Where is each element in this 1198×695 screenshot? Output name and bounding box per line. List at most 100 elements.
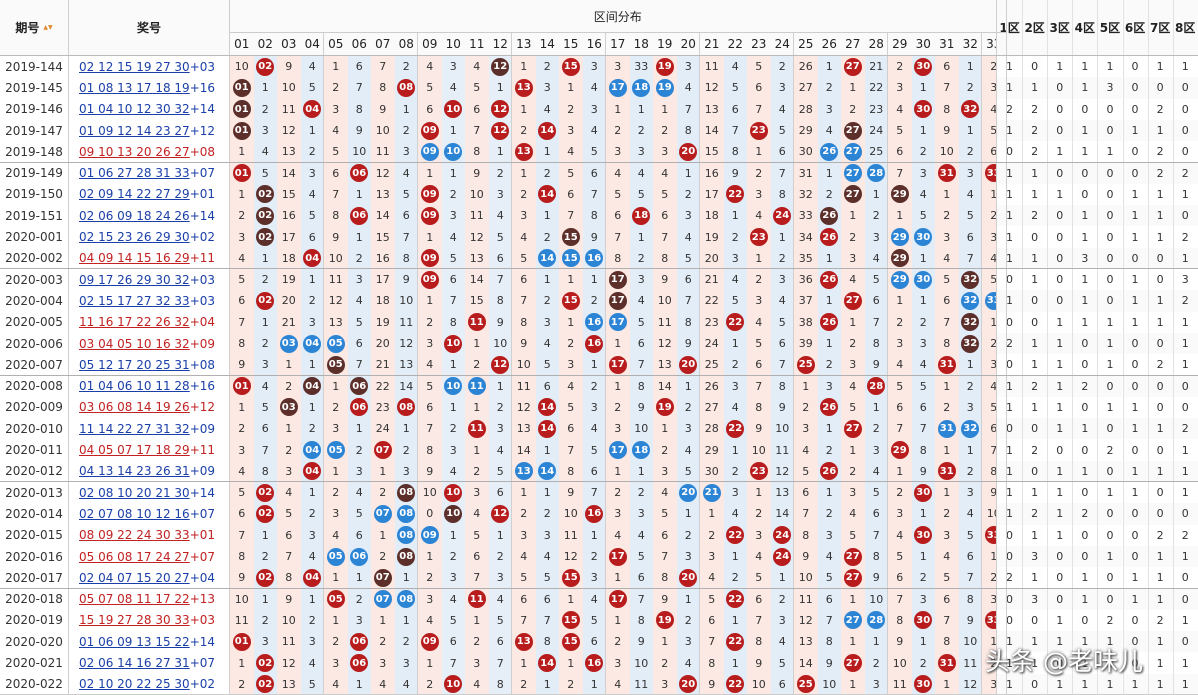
red-numbers[interactable]: 09 10 13 20 26 27 bbox=[79, 144, 190, 159]
draw-numbers-link[interactable]: 01 06 09 13 15 22 +14 bbox=[79, 631, 229, 652]
distribution-cell: 3 bbox=[676, 205, 700, 227]
sort-arrows-icon[interactable]: ▲▼ bbox=[43, 23, 53, 31]
drawn-number-ball: 16 bbox=[585, 504, 604, 523]
miss-count: 1 bbox=[426, 550, 434, 564]
red-numbers[interactable]: 01 04 10 12 30 32 bbox=[79, 102, 190, 117]
red-numbers[interactable]: 03 04 05 10 16 32 bbox=[79, 336, 190, 351]
distribution-cell: 1 bbox=[418, 162, 442, 184]
zone-count: 1 bbox=[1097, 673, 1123, 695]
red-numbers[interactable]: 11 14 22 27 31 32 bbox=[79, 421, 190, 436]
draw-numbers-link[interactable]: 01 06 27 28 31 33 +07 bbox=[79, 163, 229, 184]
red-numbers[interactable]: 01 06 27 28 31 33 bbox=[79, 166, 190, 181]
draw-numbers-link[interactable]: 02 04 07 15 20 27 +04 bbox=[79, 567, 229, 588]
red-numbers[interactable]: 09 17 26 29 30 32 bbox=[79, 272, 190, 287]
draw-numbers-link[interactable]: 04 05 07 17 18 29 +11 bbox=[79, 439, 229, 460]
draw-numbers-link[interactable]: 02 10 20 22 25 30 +02 bbox=[79, 674, 229, 695]
draw-numbers-link[interactable]: 01 04 06 10 11 28 +16 bbox=[79, 376, 229, 397]
red-numbers[interactable]: 15 19 27 28 30 33 bbox=[79, 613, 190, 628]
drawn-number-ball: 27 bbox=[843, 654, 862, 673]
distribution-cell: 1 bbox=[394, 98, 418, 120]
distribution-cell: 6 bbox=[653, 524, 677, 546]
red-numbers[interactable]: 02 06 14 16 27 31 bbox=[79, 656, 190, 671]
zone-count: 0 bbox=[1122, 631, 1148, 653]
red-numbers[interactable]: 01 08 13 17 18 19 bbox=[79, 80, 190, 95]
red-numbers[interactable]: 05 07 08 11 17 22 bbox=[79, 592, 190, 607]
draw-numbers-link[interactable]: 01 09 12 14 23 27 +12 bbox=[79, 120, 229, 141]
distribution-cell: 2 bbox=[629, 119, 653, 142]
distribution-cell: 3 bbox=[676, 418, 700, 440]
miss-count: 3 bbox=[684, 209, 692, 223]
draw-numbers-link[interactable]: 04 09 14 15 16 29 +11 bbox=[79, 248, 229, 269]
miss-count: 5 bbox=[449, 613, 457, 627]
draw-numbers-link[interactable]: 01 08 13 17 18 19 +16 bbox=[79, 77, 229, 98]
miss-count: 5 bbox=[332, 145, 340, 159]
draw-numbers-link[interactable]: 04 13 14 23 26 31 +09 bbox=[79, 461, 229, 482]
draw-numbers-link[interactable]: 05 07 08 11 17 22 +13 bbox=[79, 589, 229, 610]
red-numbers[interactable]: 03 06 08 14 19 26 bbox=[79, 400, 190, 415]
distribution-cell: 8 bbox=[911, 439, 935, 461]
distribution-cell: 2 bbox=[277, 375, 301, 397]
drawn-number-ball: 17 bbox=[608, 547, 627, 566]
distribution-cell: 6 bbox=[230, 503, 254, 525]
draw-numbers-link[interactable]: 09 17 26 29 30 32 +03 bbox=[79, 269, 229, 290]
red-numbers[interactable]: 02 15 23 26 29 30 bbox=[79, 230, 190, 245]
red-numbers[interactable]: 02 09 14 22 27 29 bbox=[79, 187, 190, 202]
miss-count: 8 bbox=[778, 379, 786, 393]
red-numbers[interactable]: 02 06 09 18 24 26 bbox=[79, 208, 190, 223]
distribution-cell: 05 bbox=[324, 588, 348, 610]
draw-numbers-link[interactable]: 02 09 14 22 27 29 +01 bbox=[79, 184, 229, 205]
zone-count: 1 bbox=[1097, 652, 1123, 674]
red-numbers[interactable]: 02 07 08 10 12 16 bbox=[79, 506, 190, 521]
red-numbers[interactable]: 11 16 17 22 26 32 bbox=[79, 315, 190, 330]
red-numbers[interactable]: 01 04 06 10 11 28 bbox=[79, 379, 190, 394]
distribution-cell: 5 bbox=[935, 269, 959, 291]
red-numbers[interactable]: 04 05 07 17 18 29 bbox=[79, 443, 190, 458]
miss-count: 7 bbox=[684, 294, 692, 308]
draw-numbers-link[interactable]: 02 06 09 18 24 26 +14 bbox=[79, 205, 229, 226]
red-numbers[interactable]: 02 15 17 27 32 33 bbox=[79, 293, 190, 308]
red-numbers[interactable]: 01 06 09 13 15 22 bbox=[79, 634, 190, 649]
red-numbers[interactable]: 05 12 17 20 25 31 bbox=[79, 357, 190, 372]
draw-numbers-link[interactable]: 05 06 08 17 24 27 +07 bbox=[79, 546, 229, 567]
draw-numbers-link[interactable]: 05 12 17 20 25 31 +08 bbox=[79, 354, 229, 375]
red-numbers[interactable]: 08 09 22 24 30 33 bbox=[79, 528, 190, 543]
draw-numbers-link[interactable]: 01 04 10 12 30 32 +14 bbox=[79, 99, 229, 120]
draw-numbers-link[interactable]: 11 14 22 27 31 32 +09 bbox=[79, 418, 229, 439]
distribution-cell: 11 bbox=[653, 311, 677, 333]
draw-numbers-link[interactable]: 02 08 10 20 21 30 +14 bbox=[79, 482, 229, 503]
draw-numbers-link[interactable]: 02 15 17 27 32 33 +03 bbox=[79, 290, 229, 311]
red-numbers[interactable]: 02 04 07 15 20 27 bbox=[79, 570, 190, 585]
red-numbers[interactable]: 02 12 15 19 27 30 bbox=[79, 59, 190, 74]
distribution-cell: 05 bbox=[324, 354, 348, 376]
red-numbers[interactable]: 02 10 20 22 25 30 bbox=[79, 677, 190, 692]
miss-count: 11 bbox=[234, 613, 249, 627]
draw-numbers-link[interactable]: 02 06 14 16 27 31 +07 bbox=[79, 652, 229, 673]
miss-count: 1 bbox=[778, 230, 786, 244]
zone-count: 2 bbox=[1147, 162, 1173, 184]
miss-count: 2 bbox=[402, 124, 410, 138]
red-numbers[interactable]: 04 09 14 15 16 29 bbox=[79, 251, 190, 266]
miss-count: 3 bbox=[614, 60, 622, 74]
draw-numbers-link[interactable]: 02 07 08 10 12 16 +07 bbox=[79, 503, 229, 524]
draw-numbers-link[interactable]: 09 10 13 20 26 27 +08 bbox=[79, 141, 229, 162]
distribution-cell: 2 bbox=[841, 332, 865, 355]
distribution-cell: 5 bbox=[230, 482, 254, 504]
distribution-cell: 9 bbox=[911, 460, 935, 482]
red-numbers[interactable]: 04 13 14 23 26 31 bbox=[79, 464, 190, 479]
draw-numbers-link[interactable]: 11 16 17 22 26 32 +04 bbox=[79, 312, 229, 333]
draw-numbers-link[interactable]: 08 09 22 24 30 33 +01 bbox=[79, 525, 229, 546]
red-numbers[interactable]: 02 08 10 20 21 30 bbox=[79, 485, 190, 500]
distribution-cell: 2 bbox=[935, 205, 959, 227]
drawn-number-ball: 26 bbox=[820, 313, 839, 332]
draw-numbers-link[interactable]: 02 15 23 26 29 30 +02 bbox=[79, 226, 229, 247]
distribution-cell: 4 bbox=[488, 439, 512, 461]
draw-numbers-link[interactable]: 03 06 08 14 19 26 +12 bbox=[79, 397, 229, 418]
miss-count: 3 bbox=[543, 81, 551, 95]
draw-numbers-link[interactable]: 15 19 27 28 30 33 +03 bbox=[79, 610, 229, 631]
red-numbers[interactable]: 05 06 08 17 24 27 bbox=[79, 549, 190, 564]
miss-count: 1 bbox=[731, 209, 739, 223]
draw-numbers-link[interactable]: 02 12 15 19 27 30 +03 bbox=[79, 56, 229, 77]
red-numbers[interactable]: 01 09 12 14 23 27 bbox=[79, 123, 190, 138]
draw-numbers-link[interactable]: 03 04 05 10 16 32 +09 bbox=[79, 333, 229, 354]
miss-count: 3 bbox=[943, 528, 951, 542]
